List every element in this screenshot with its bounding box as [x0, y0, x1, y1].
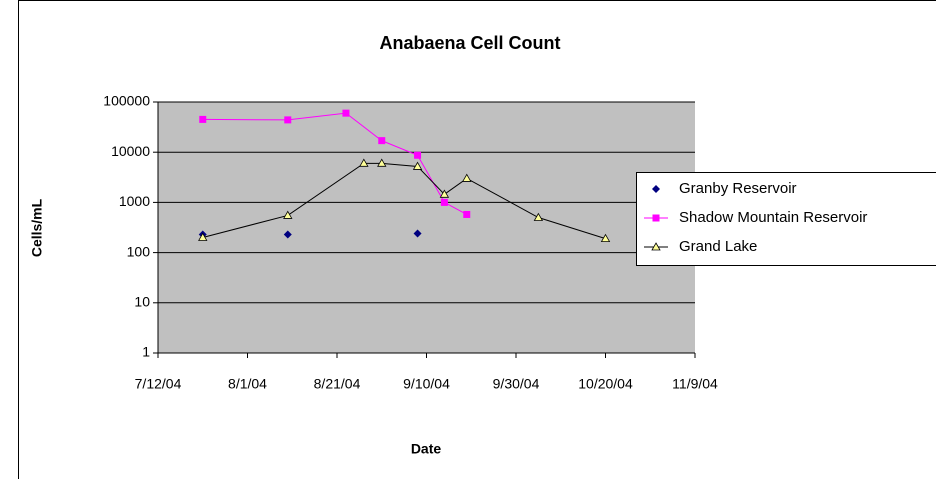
- legend-label: Granby Reservoir: [679, 180, 797, 197]
- x-tick-label: 8/1/04: [228, 376, 267, 392]
- y-tick-label: 10000: [111, 143, 150, 159]
- x-tick-label: 10/20/04: [578, 376, 633, 392]
- y-axis-label: Cells/mL: [29, 198, 45, 257]
- y-tick-label: 10: [134, 294, 150, 310]
- y-tick-label: 1: [142, 344, 150, 360]
- data-point: [378, 137, 386, 145]
- legend-label: Grand Lake: [679, 238, 757, 255]
- data-point: [412, 161, 423, 170]
- x-tick-label: 8/21/04: [314, 376, 361, 392]
- y-tick-label: 100: [127, 243, 151, 259]
- data-point: [199, 115, 207, 123]
- data-point: [462, 173, 472, 182]
- y-tick-label: 100000: [103, 93, 150, 109]
- data-point: [463, 210, 471, 218]
- data-point: [413, 229, 422, 238]
- data-point: [440, 198, 448, 206]
- data-point: [377, 158, 387, 167]
- data-point: [198, 232, 208, 241]
- legend-marker: [652, 185, 660, 193]
- data-point: [284, 116, 292, 124]
- data-point: [342, 109, 350, 117]
- x-tick-label: 11/9/04: [672, 376, 718, 392]
- data-point: [414, 151, 422, 159]
- y-tick-label: 1000: [119, 193, 150, 209]
- legend-label: Shadow Mountain Reservoir: [679, 209, 867, 226]
- data-point: [533, 212, 544, 221]
- legend-marker: [651, 242, 661, 251]
- data-point: [600, 233, 611, 243]
- data-point: [439, 189, 450, 198]
- plot-area: [158, 102, 695, 353]
- x-tick-label: 9/10/04: [403, 376, 450, 392]
- x-tick-label: 7/12/04: [135, 376, 182, 392]
- chart-title: Anabaena Cell Count: [379, 33, 560, 53]
- data-point: [283, 230, 292, 239]
- data-point: [359, 158, 369, 167]
- data-point: [283, 210, 293, 219]
- x-axis-label: Date: [411, 441, 442, 457]
- legend-box: [636, 172, 936, 266]
- legend-marker: [652, 214, 660, 222]
- x-tick-label: 9/30/04: [493, 376, 540, 392]
